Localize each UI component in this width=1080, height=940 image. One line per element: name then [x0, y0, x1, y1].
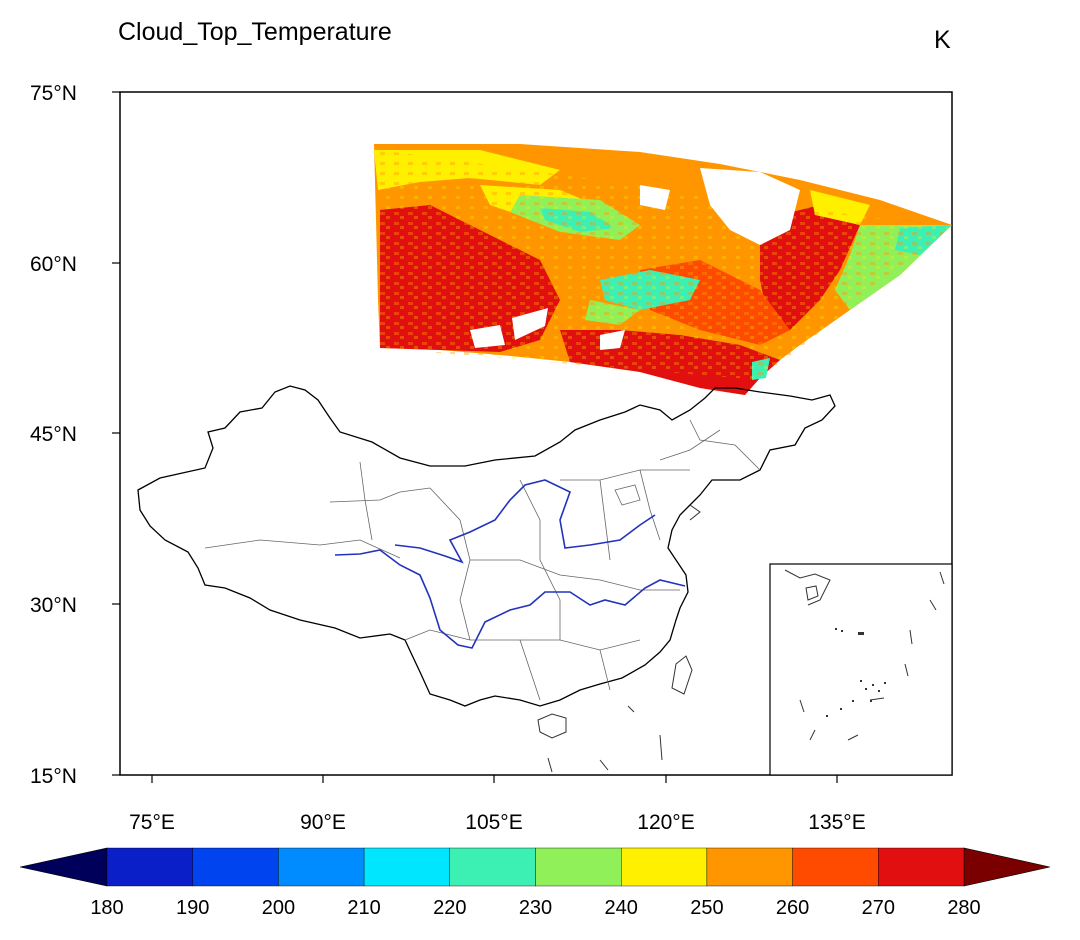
colorbar-label-200: 200: [262, 897, 295, 919]
chart-title: Cloud_Top_Temperature: [118, 18, 392, 46]
lon-label-105e: 105°E: [465, 811, 522, 834]
swath-clear-patch-1: [640, 185, 670, 210]
units-label: K: [934, 26, 951, 54]
colorbar-box-7: [706, 847, 793, 887]
colorbar-box-0: [106, 847, 193, 887]
colorbar-label-210: 210: [347, 897, 380, 919]
lon-axis: [151, 775, 838, 783]
colorbar-label-250: 250: [690, 897, 723, 919]
colorbar-over-triangle: [963, 847, 1051, 887]
lat-label-60n: 60°N: [30, 253, 77, 276]
swath-clear-patch-2: [470, 325, 505, 348]
south-sea-dashes: [547, 705, 663, 773]
colorbar-box-2: [278, 847, 365, 887]
swath-clear-patch-3: [512, 308, 548, 340]
inset-dashes: [799, 571, 945, 741]
lat-label-45n: 45°N: [30, 423, 77, 446]
lat-label-75n: 75°N: [30, 82, 77, 105]
colorbar-box-1: [192, 847, 279, 887]
lon-label-75e: 75°E: [129, 811, 175, 834]
yangtze-river: [334, 549, 686, 649]
colorbar-box-6: [621, 847, 708, 887]
rivers: [334, 479, 686, 649]
swath-clear-sky: [700, 168, 800, 245]
colorbar-label-240: 240: [605, 897, 638, 919]
colorbar: 180 190 200 210 220 230 240 250 260 270 280: [19, 847, 1051, 919]
cloud-swath: [374, 144, 952, 395]
colorbar-label-270: 270: [862, 897, 895, 919]
colorbar-label-180: 180: [90, 897, 123, 919]
province-boundaries: [204, 419, 761, 701]
yellow-river: [394, 479, 656, 564]
colorbar-label-220: 220: [433, 897, 466, 919]
lon-label-135e: 135°E: [808, 811, 865, 834]
inset-frame: [769, 563, 953, 776]
colorbar-label-260: 260: [776, 897, 809, 919]
colorbar-label-280: 280: [947, 897, 980, 919]
lon-label-90e: 90°E: [300, 811, 346, 834]
korea-coast: [689, 504, 701, 521]
colorbar-box-4: [449, 847, 536, 887]
colorbar-box-9: [878, 847, 965, 887]
colorbar-box-3: [363, 847, 451, 887]
colorbar-box-8: [792, 847, 879, 887]
inset-map: [769, 563, 953, 776]
inset-coast: [784, 569, 831, 606]
colorbar-label-230: 230: [519, 897, 552, 919]
taiwan-island: [671, 655, 693, 695]
hainan-island: [537, 713, 567, 739]
colorbar-label-190: 190: [176, 897, 209, 919]
lat-label-15n: 15°N: [30, 765, 77, 788]
inset-islands: [826, 628, 886, 717]
colorbar-box-5: [535, 847, 622, 887]
lat-axis: [112, 91, 120, 776]
lon-label-120e: 120°E: [637, 811, 694, 834]
national-boundary: [137, 385, 836, 707]
colorbar-under-triangle: [19, 847, 108, 887]
swath-clear-patch-4: [600, 330, 625, 350]
inset-hainan: [805, 585, 819, 601]
lat-label-30n: 30°N: [30, 594, 77, 617]
